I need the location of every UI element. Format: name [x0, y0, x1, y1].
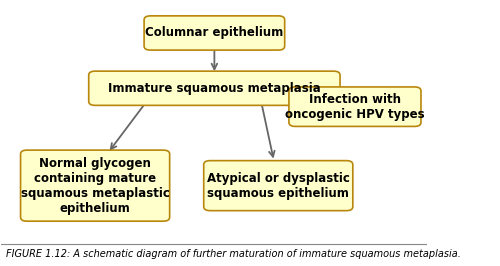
FancyBboxPatch shape: [88, 71, 340, 105]
FancyBboxPatch shape: [204, 161, 353, 211]
FancyBboxPatch shape: [144, 16, 284, 50]
FancyBboxPatch shape: [289, 87, 421, 126]
Text: Normal glycogen
containing mature
squamous metaplastic
epithelium: Normal glycogen containing mature squamo…: [20, 157, 170, 215]
Text: Columnar epithelium: Columnar epithelium: [145, 27, 284, 39]
FancyBboxPatch shape: [20, 150, 170, 221]
Text: FIGURE 1.12: A schematic diagram of further maturation of immature squamous meta: FIGURE 1.12: A schematic diagram of furt…: [6, 249, 460, 259]
Text: Atypical or dysplastic
squamous epithelium: Atypical or dysplastic squamous epitheli…: [207, 172, 350, 200]
Text: Infection with
oncogenic HPV types: Infection with oncogenic HPV types: [285, 93, 425, 121]
Text: Immature squamous metaplasia: Immature squamous metaplasia: [108, 82, 321, 95]
